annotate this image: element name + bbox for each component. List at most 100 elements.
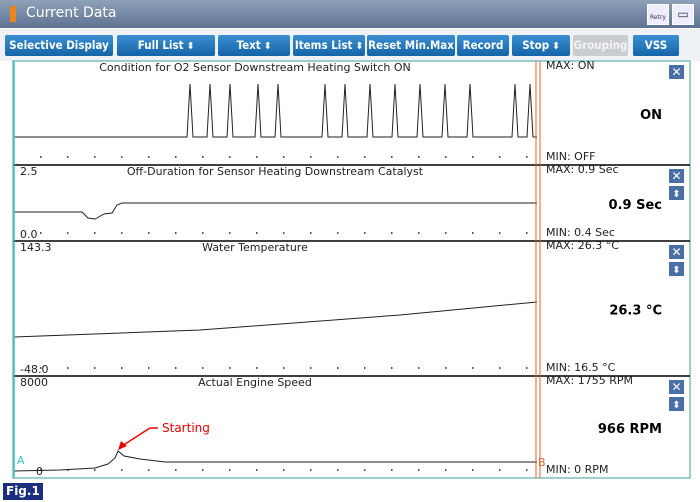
signal-trace (14, 202, 537, 220)
close-icon: ✕ (671, 65, 681, 79)
tick-dot (256, 232, 258, 234)
signal-trace (13, 301, 538, 338)
annotation: Starting (162, 421, 210, 435)
close-button[interactable] (669, 65, 684, 79)
button-label: Record (462, 38, 504, 52)
toolbar-button[interactable]: Text ⬍ (218, 35, 290, 56)
button-label: Selective Display (9, 38, 109, 52)
close-button[interactable] (669, 380, 684, 394)
close-button[interactable] (669, 169, 684, 183)
tick-dot (283, 367, 285, 369)
dropdown-icon: ⬍ (352, 41, 364, 52)
move-icon: ⬍ (672, 400, 680, 411)
tick-dot (94, 469, 96, 471)
tick-dot (337, 469, 339, 471)
tick-dot (310, 367, 312, 369)
tick-dot (121, 156, 123, 158)
tick-dot (418, 367, 420, 369)
tick-dot (256, 469, 258, 471)
button-label: Text (236, 38, 261, 52)
tick-dot (175, 367, 177, 369)
button-label: VSS (644, 38, 668, 52)
tick-dot (499, 367, 501, 369)
axis-max-label: 143.3 (20, 241, 52, 254)
close-icon: ✕ (671, 245, 681, 259)
tick-dot (148, 232, 150, 234)
panel-title: Actual Engine Speed (198, 376, 312, 389)
tick-dot (40, 367, 42, 369)
tick-dot (229, 156, 231, 158)
retry-button[interactable]: Retry (647, 4, 669, 25)
axis-max-label: 2.5 (20, 165, 38, 178)
toolbar-button[interactable]: Reset Min.Max (367, 35, 455, 56)
tick-dot (256, 156, 258, 158)
close-button[interactable] (669, 245, 684, 259)
toolbar-button[interactable]: Record (457, 35, 509, 56)
annotation-arrowhead (118, 441, 127, 450)
min-value: MIN: 0 RPM (546, 463, 608, 476)
tick-dot (472, 367, 474, 369)
dropdown-icon: ⬍ (183, 41, 195, 52)
tick-dot (256, 367, 258, 369)
tick-dot (148, 367, 150, 369)
tick-dot (418, 469, 420, 471)
tick-dot (283, 469, 285, 471)
dropdown-icon: ⬍ (549, 41, 560, 52)
tick-dot (175, 156, 177, 158)
toolbar-button[interactable]: Stop ⬍ (512, 35, 570, 56)
toolbar-button[interactable]: Items List ⬍ (293, 35, 365, 56)
tick-dot (526, 156, 528, 158)
move-button[interactable] (669, 397, 684, 411)
tick-dot (40, 156, 42, 158)
tick-dot (445, 469, 447, 471)
min-value: MIN: 0.4 Sec (546, 226, 615, 239)
tick-dot (337, 156, 339, 158)
move-icon: ⬍ (672, 265, 680, 276)
tick-dot (472, 232, 474, 234)
toolbar-button[interactable]: VSS (633, 35, 679, 56)
tick-dot (202, 367, 204, 369)
move-button[interactable] (669, 262, 684, 276)
close-icon: ✕ (671, 380, 681, 394)
toolbar-button[interactable]: Full List ⬍ (117, 35, 215, 56)
tick-dot (526, 367, 528, 369)
tick-dot (94, 232, 96, 234)
current-value: 0.9 Sec (609, 198, 662, 213)
button-label: Grouping (573, 38, 628, 52)
annotation-arrow (121, 427, 151, 447)
title-bar: Current Data Retry ▭ (0, 0, 700, 28)
min-value: MIN: 16.5 °C (546, 361, 616, 374)
button-label: Reset Min.Max (368, 38, 454, 52)
toolbar-button[interactable]: Grouping (573, 35, 628, 56)
tick-dot (229, 469, 231, 471)
move-icon: ⬍ (672, 189, 680, 200)
tick-dot (310, 156, 312, 158)
figure-label: Fig.1 (3, 483, 43, 500)
tick-dot (499, 469, 501, 471)
tick-dot (67, 232, 69, 234)
max-value: MAX: 1755 RPM (546, 374, 633, 387)
tick-dot (418, 156, 420, 158)
tick-dot (418, 232, 420, 234)
min-value: MIN: OFF (546, 150, 595, 163)
tick-dot (526, 232, 528, 234)
tick-dot (337, 367, 339, 369)
tick-dot (364, 156, 366, 158)
signal-trace (14, 83, 537, 138)
axis-min-label: 0 (36, 465, 43, 478)
tick-dot (283, 156, 285, 158)
tick-dot (283, 232, 285, 234)
tick-dot (391, 232, 393, 234)
tick-dot (445, 232, 447, 234)
move-button[interactable] (669, 186, 684, 200)
close-icon: ✕ (671, 169, 681, 183)
maximize-button[interactable]: ▭ (672, 4, 694, 25)
tick-dot (472, 469, 474, 471)
tick-dot (310, 232, 312, 234)
current-value: ON (640, 108, 662, 123)
axis-min-label: -48.0 (20, 363, 48, 376)
tick-dot (121, 469, 123, 471)
tick-dot (148, 156, 150, 158)
marker-a: A (17, 454, 25, 467)
